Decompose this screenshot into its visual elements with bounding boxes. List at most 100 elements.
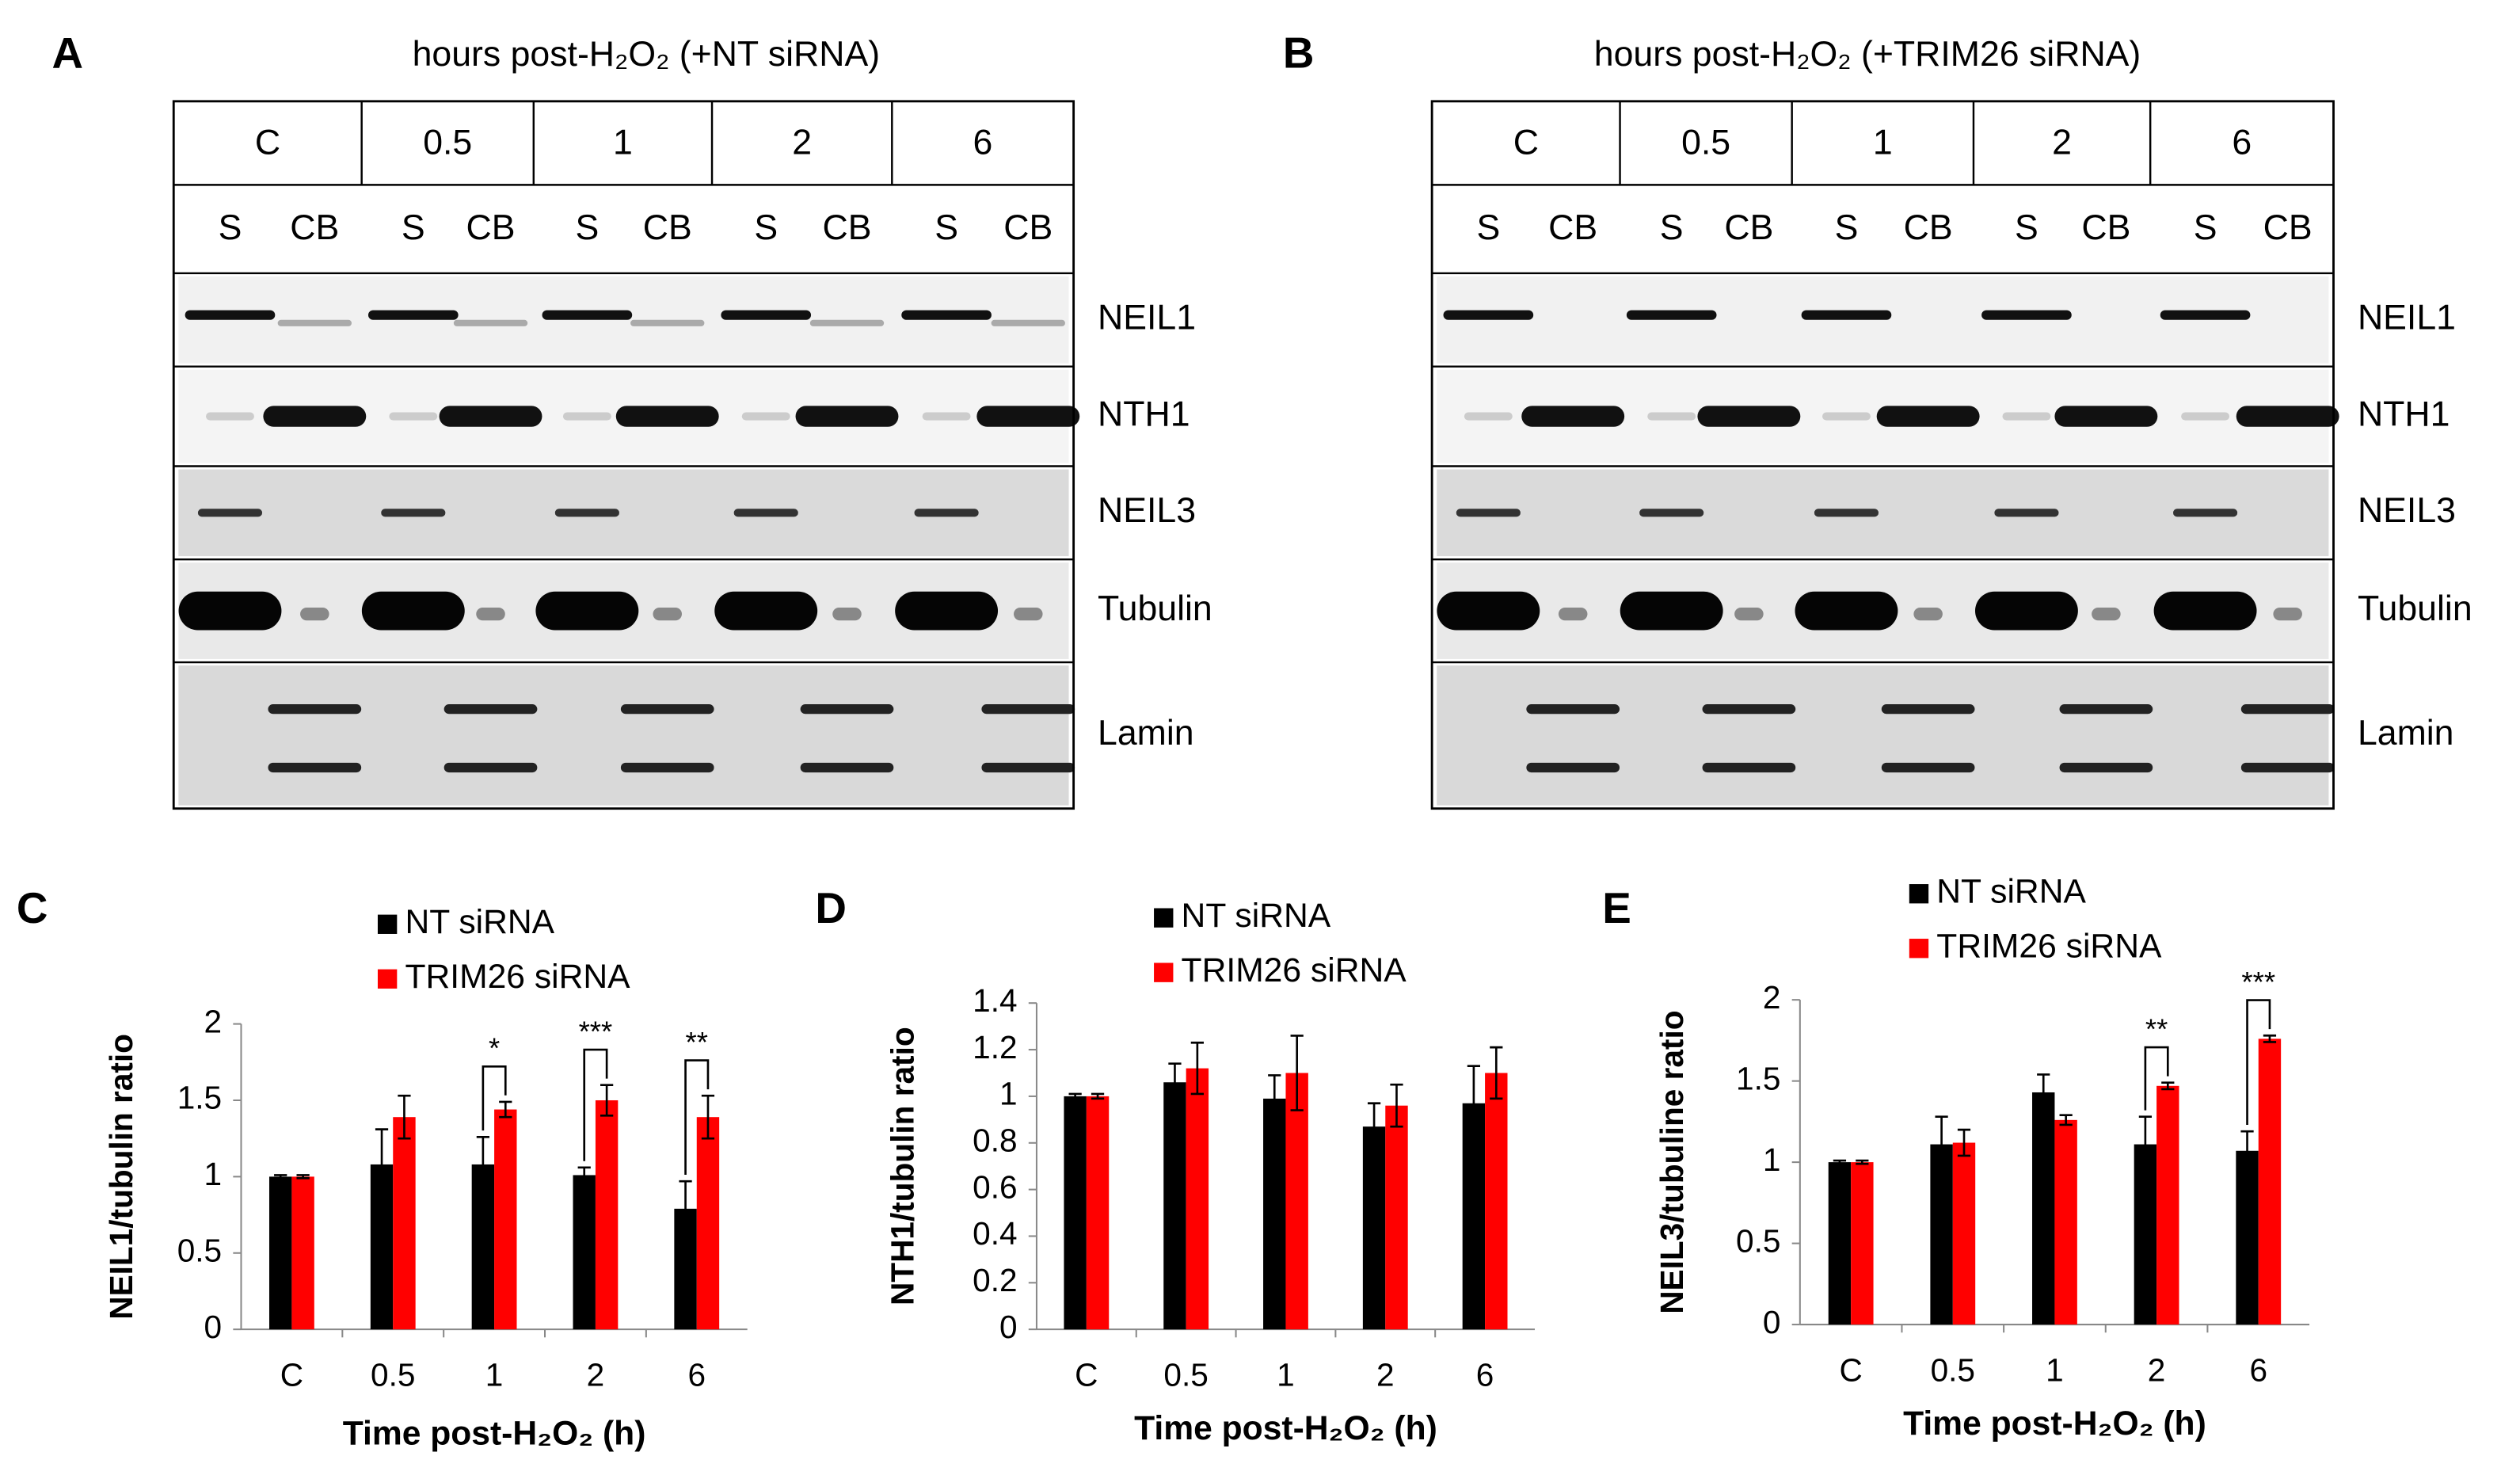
blot-band (1881, 704, 1975, 715)
bar (1385, 1105, 1408, 1330)
blot-band (1620, 591, 1723, 631)
blot-band (2172, 509, 2238, 517)
lane-label: CB (1904, 208, 1953, 247)
x-axis-label: Time post-H₂O₂ (h) (1903, 1404, 2206, 1443)
error-bar (1935, 1115, 1948, 1173)
y-tick-label: 1 (999, 1076, 1018, 1112)
error-bar (476, 1135, 489, 1193)
blot-band (263, 406, 367, 427)
bar (1186, 1068, 1209, 1330)
lane-label: S (935, 208, 958, 247)
significance-bracket (2144, 1046, 2169, 1111)
blot-band (2240, 704, 2335, 715)
blot-band (901, 310, 992, 320)
legend-label: NT siRNA (405, 903, 554, 941)
error-bar (2161, 1081, 2175, 1091)
lane-label: S (575, 208, 599, 247)
error-bar (1190, 1041, 1204, 1096)
blot-band (630, 319, 705, 326)
bar (696, 1117, 720, 1330)
blot-band (1464, 412, 1513, 421)
blot-band (367, 310, 459, 320)
blot-band (832, 608, 862, 621)
significance-label: * (489, 1032, 500, 1065)
y-tick-label: 0.6 (973, 1168, 1017, 1205)
lane-label: S (2015, 208, 2038, 247)
bar (1362, 1126, 1386, 1330)
protein-label: NTH1 (2358, 394, 2450, 433)
blot-title: hours post-H₂O₂ (+TRIM26 siRNA) (1594, 35, 2141, 74)
error-bar (701, 1094, 715, 1140)
error-bar (274, 1174, 287, 1180)
lane-label: S (1835, 208, 1859, 247)
blot-band (620, 704, 714, 715)
group-label: 1 (613, 123, 633, 162)
blot-band (562, 412, 611, 421)
legend-label: TRIM26 siRNA (1182, 951, 1407, 989)
legend-swatch (1909, 884, 1929, 904)
panel-letter: E (1602, 883, 1631, 932)
protein-label: Lamin (1098, 714, 1194, 753)
blot-band (981, 704, 1075, 715)
blot-band (1795, 591, 1898, 631)
y-axis-label: NEIL1/tubulin ratio (103, 1034, 139, 1320)
group-label: 1 (1873, 123, 1893, 162)
bar (1263, 1098, 1286, 1330)
bar (1851, 1162, 1874, 1325)
blot-band (268, 704, 362, 715)
blot-band (443, 762, 538, 773)
blot-band (1913, 608, 1943, 621)
protein-label: Tubulin (1098, 589, 1212, 628)
blot-frame (172, 100, 1075, 810)
error-bar (1390, 1083, 1403, 1128)
group-label: 2 (792, 123, 812, 162)
significance-bracket (684, 1059, 710, 1176)
blot-band (800, 704, 894, 715)
y-tick-label: 1.4 (973, 982, 1017, 1019)
blot-band (1558, 608, 1588, 621)
blot-band (300, 608, 329, 621)
blot-band (1437, 591, 1540, 631)
blot-band (197, 509, 263, 517)
blot-strip (1437, 665, 2329, 806)
bar (573, 1175, 596, 1330)
group-label: 0.5 (423, 123, 472, 162)
panel-letter: B (1283, 28, 1315, 77)
x-tick-label: 0.5 (1163, 1357, 1208, 1393)
bar (1485, 1073, 1508, 1330)
blot-band (476, 608, 505, 621)
error-bar (1833, 1159, 1847, 1165)
lane-label: CB (822, 208, 871, 247)
y-axis-label: NEIL3/tubuline ratio (1654, 1010, 1690, 1313)
blot-band (1822, 412, 1871, 421)
bar (2258, 1039, 2282, 1325)
x-axis-label: Time post-H₂O₂ (h) (1134, 1409, 1437, 1447)
legend-label: NT siRNA (1936, 872, 2086, 910)
legend-swatch (1154, 962, 1174, 982)
blot-band (535, 591, 639, 631)
bar (494, 1109, 517, 1330)
significance-label: *** (2241, 966, 2275, 998)
lane-label: S (1476, 208, 1500, 247)
x-tick-label: C (280, 1357, 303, 1393)
bar (2236, 1150, 2259, 1325)
blot-band (1981, 310, 2072, 320)
error-bar (1490, 1046, 1503, 1100)
protein-label: NEIL1 (1098, 299, 1196, 337)
x-tick-label: 6 (1476, 1357, 1494, 1393)
lane-label: CB (2081, 208, 2130, 247)
blot-band (2059, 704, 2153, 715)
bar (393, 1117, 416, 1330)
protein-label: NEIL3 (2358, 491, 2456, 530)
bar (1930, 1144, 1953, 1325)
lane-label: CB (1003, 208, 1053, 247)
error-bar (1268, 1074, 1281, 1123)
bar (2156, 1085, 2179, 1325)
error-bar (679, 1180, 692, 1237)
error-bar (1091, 1092, 1105, 1100)
blot-band (1639, 509, 1704, 517)
blot-band (1526, 762, 1620, 773)
blot-band (443, 704, 538, 715)
blot-band (976, 406, 1080, 427)
error-bar (2263, 1034, 2277, 1043)
